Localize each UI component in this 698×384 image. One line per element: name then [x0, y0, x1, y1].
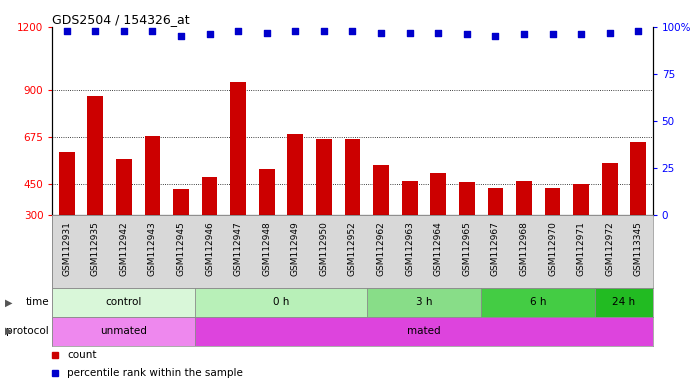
Text: protocol: protocol: [6, 326, 49, 336]
Text: GSM113345: GSM113345: [634, 221, 643, 276]
Point: [318, 28, 329, 34]
Point: [547, 31, 558, 38]
Point: [261, 30, 272, 36]
Point: [147, 28, 158, 34]
Bar: [345, 139, 360, 278]
Text: GSM112942: GSM112942: [119, 221, 128, 275]
Point: [89, 28, 101, 34]
Text: GSM112935: GSM112935: [91, 221, 100, 276]
Point: [118, 28, 129, 34]
Point: [61, 28, 72, 34]
Text: GSM112962: GSM112962: [377, 221, 385, 276]
Text: count: count: [67, 350, 97, 360]
Bar: [373, 165, 389, 278]
Point: [461, 31, 473, 38]
Point: [490, 33, 501, 39]
Text: GSM112967: GSM112967: [491, 221, 500, 276]
Bar: [516, 180, 532, 278]
Text: ▶: ▶: [5, 297, 13, 308]
Text: GSM112947: GSM112947: [234, 221, 243, 276]
Text: GSM112945: GSM112945: [177, 221, 186, 276]
Bar: [544, 188, 560, 278]
Bar: [288, 134, 303, 278]
Point: [519, 31, 530, 38]
Text: 24 h: 24 h: [612, 297, 636, 308]
Bar: [259, 169, 274, 278]
Text: GSM112943: GSM112943: [148, 221, 157, 276]
Bar: [202, 177, 217, 278]
Text: GDS2504 / 154326_at: GDS2504 / 154326_at: [52, 13, 190, 26]
Text: GSM112968: GSM112968: [519, 221, 528, 276]
Point: [347, 28, 358, 34]
Text: GSM112931: GSM112931: [62, 221, 71, 276]
Text: control: control: [105, 297, 142, 308]
Point: [232, 28, 244, 34]
Bar: [459, 182, 475, 278]
Text: time: time: [25, 297, 49, 308]
Bar: [402, 180, 417, 278]
Text: GSM112949: GSM112949: [291, 221, 300, 276]
Point: [204, 31, 215, 38]
Bar: [573, 184, 589, 278]
Bar: [487, 188, 503, 278]
Bar: [195, 288, 366, 317]
Text: GSM112970: GSM112970: [548, 221, 557, 276]
Text: 6 h: 6 h: [530, 297, 547, 308]
Text: unmated: unmated: [101, 326, 147, 336]
Text: GSM112965: GSM112965: [462, 221, 471, 276]
Point: [404, 30, 415, 36]
Point: [290, 28, 301, 34]
Text: GSM112948: GSM112948: [262, 221, 272, 276]
Bar: [602, 163, 618, 278]
Text: GSM112963: GSM112963: [405, 221, 414, 276]
Text: 3 h: 3 h: [416, 297, 432, 308]
Bar: [116, 159, 132, 278]
Text: mated: mated: [407, 326, 440, 336]
Bar: [87, 96, 103, 278]
Text: GSM112946: GSM112946: [205, 221, 214, 276]
Point: [633, 28, 644, 34]
Bar: [59, 152, 75, 278]
Point: [433, 30, 444, 36]
Bar: [366, 288, 481, 317]
Text: GSM112971: GSM112971: [577, 221, 586, 276]
Bar: [630, 142, 646, 278]
Text: 0 h: 0 h: [273, 297, 289, 308]
Bar: [52, 288, 195, 317]
Point: [376, 30, 387, 36]
Bar: [52, 317, 195, 346]
Bar: [431, 173, 446, 278]
Text: percentile rank within the sample: percentile rank within the sample: [67, 367, 243, 377]
Point: [604, 30, 616, 36]
Text: ▶: ▶: [5, 326, 13, 336]
Text: GSM112952: GSM112952: [348, 221, 357, 276]
Text: GSM112972: GSM112972: [605, 221, 614, 276]
Bar: [195, 317, 653, 346]
Point: [576, 31, 587, 38]
Point: [175, 33, 186, 39]
Text: GSM112964: GSM112964: [433, 221, 443, 276]
FancyBboxPatch shape: [52, 215, 653, 288]
Bar: [595, 288, 653, 317]
Text: GSM112950: GSM112950: [320, 221, 328, 276]
Bar: [481, 288, 595, 317]
Bar: [144, 136, 161, 278]
Bar: [230, 82, 246, 278]
Bar: [316, 139, 332, 278]
Bar: [173, 189, 189, 278]
